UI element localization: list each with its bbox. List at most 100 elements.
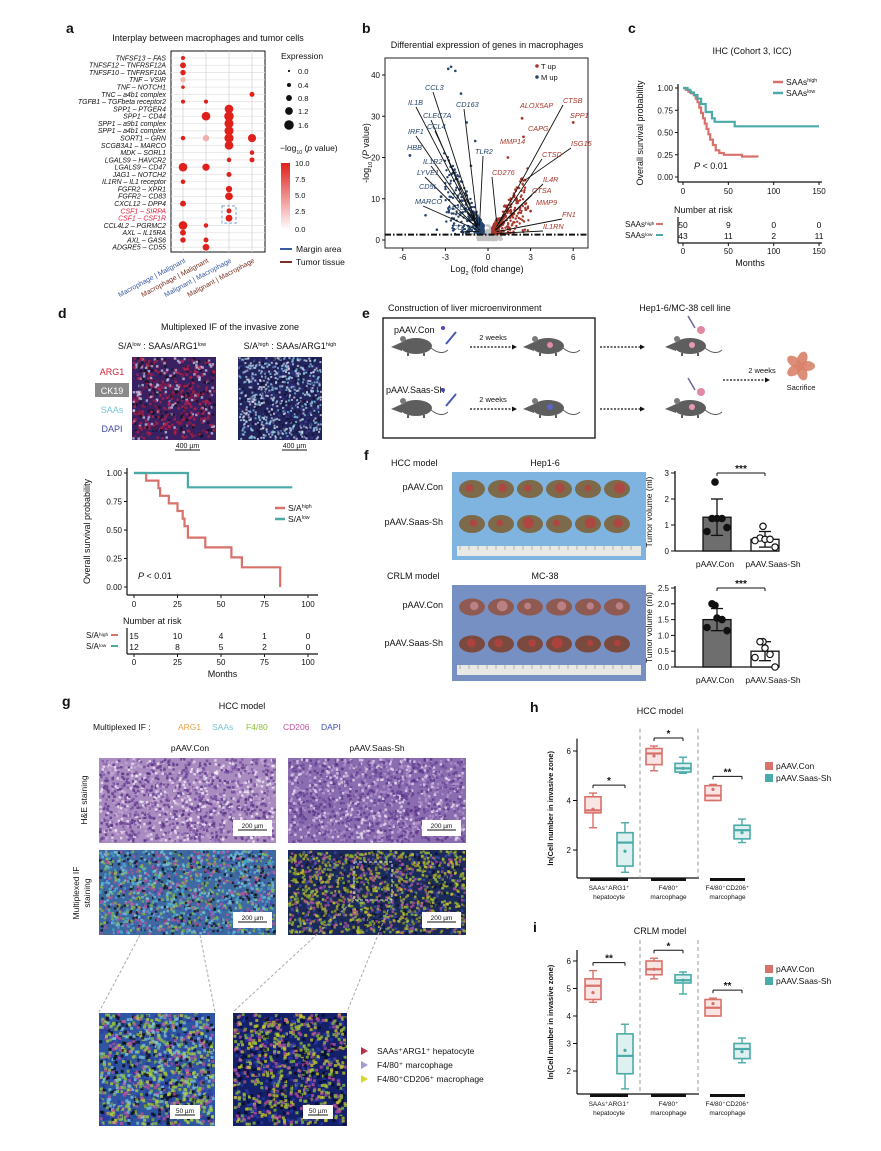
image-texture bbox=[218, 795, 221, 798]
image-texture bbox=[212, 806, 215, 810]
image-texture bbox=[134, 814, 137, 817]
image-texture bbox=[139, 421, 143, 425]
image-texture bbox=[99, 839, 103, 842]
image-texture bbox=[135, 390, 139, 394]
tumor-nodule bbox=[496, 519, 504, 527]
image-texture bbox=[190, 758, 194, 762]
image-texture bbox=[222, 806, 225, 809]
image-texture bbox=[153, 436, 156, 439]
image-texture bbox=[132, 366, 135, 369]
dot bbox=[225, 214, 233, 222]
image-texture bbox=[206, 834, 210, 837]
point bbox=[457, 215, 460, 218]
y-tick-label: 2.5 bbox=[658, 584, 670, 593]
image-texture bbox=[254, 417, 257, 420]
image-texture bbox=[183, 780, 187, 784]
image-texture bbox=[294, 370, 297, 372]
image-texture bbox=[142, 437, 146, 440]
image-texture bbox=[198, 432, 201, 436]
image-texture bbox=[256, 381, 258, 384]
image-texture bbox=[263, 760, 267, 763]
image-texture bbox=[281, 432, 284, 435]
image-texture bbox=[148, 385, 151, 388]
image-texture bbox=[101, 792, 104, 795]
image-texture bbox=[311, 400, 313, 403]
tumor-photo bbox=[452, 585, 646, 681]
image-texture bbox=[187, 761, 190, 764]
image-texture bbox=[319, 370, 322, 373]
image-texture bbox=[168, 759, 172, 762]
image-texture bbox=[239, 817, 243, 821]
image-texture bbox=[180, 770, 184, 773]
leader-line bbox=[496, 158, 543, 228]
image-texture bbox=[258, 358, 261, 361]
data-point bbox=[708, 599, 716, 608]
image-texture bbox=[279, 429, 282, 432]
image-texture bbox=[251, 807, 254, 811]
image-texture bbox=[153, 358, 157, 361]
image-texture bbox=[266, 783, 269, 786]
image-texture bbox=[165, 818, 168, 821]
image-texture bbox=[270, 408, 273, 411]
image-texture bbox=[156, 774, 159, 778]
legend-dot bbox=[535, 64, 539, 68]
image-texture bbox=[210, 432, 214, 435]
image-texture bbox=[195, 429, 198, 432]
image-texture bbox=[243, 428, 246, 431]
image-texture bbox=[238, 357, 241, 360]
text-part: 2 bbox=[465, 271, 468, 277]
image-texture bbox=[373, 764, 377, 767]
dot bbox=[180, 62, 186, 69]
image-texture bbox=[284, 412, 287, 415]
image-texture bbox=[133, 365, 137, 368]
image-texture bbox=[175, 789, 179, 792]
image-texture bbox=[312, 425, 315, 428]
image-texture bbox=[297, 435, 300, 438]
image-texture bbox=[287, 413, 290, 416]
image-texture bbox=[303, 371, 306, 374]
image-texture bbox=[329, 815, 332, 819]
image-texture bbox=[118, 790, 122, 794]
image-texture bbox=[132, 421, 135, 425]
image-texture bbox=[229, 818, 232, 821]
image-texture bbox=[164, 427, 168, 431]
image-texture bbox=[177, 385, 181, 389]
image-texture bbox=[247, 357, 250, 360]
image-texture bbox=[156, 362, 159, 365]
image-texture bbox=[234, 764, 237, 767]
image-texture bbox=[250, 761, 253, 764]
image-texture bbox=[188, 384, 192, 387]
image-texture bbox=[167, 403, 171, 407]
image-texture bbox=[339, 817, 343, 820]
image-texture bbox=[184, 776, 188, 779]
image-texture bbox=[240, 367, 243, 370]
tumor-nodule bbox=[496, 600, 508, 612]
image-texture bbox=[306, 414, 309, 417]
image-texture bbox=[239, 761, 242, 764]
image-texture bbox=[138, 412, 141, 415]
image-texture bbox=[160, 761, 163, 764]
image-texture bbox=[176, 786, 179, 790]
image-texture bbox=[105, 836, 108, 839]
image-texture bbox=[222, 812, 226, 815]
image-texture bbox=[199, 797, 202, 800]
size-legend-dot bbox=[284, 120, 294, 130]
image-texture bbox=[141, 377, 145, 380]
image-texture bbox=[134, 412, 137, 416]
image-texture bbox=[176, 792, 180, 795]
text-part: −log bbox=[280, 143, 297, 153]
image-texture bbox=[253, 398, 256, 401]
x-category-label: pAAV.Con bbox=[696, 675, 735, 685]
image-texture bbox=[112, 771, 115, 775]
point bbox=[482, 230, 485, 233]
image-texture bbox=[193, 782, 197, 786]
y-tick-label: 1.00 bbox=[657, 84, 673, 93]
risk-count: 2 bbox=[771, 231, 776, 241]
image-texture bbox=[189, 770, 193, 773]
image-texture bbox=[431, 807, 434, 811]
point bbox=[480, 238, 484, 242]
image-texture bbox=[167, 398, 170, 401]
point bbox=[496, 228, 500, 232]
point bbox=[493, 238, 497, 242]
image-texture bbox=[192, 830, 195, 833]
